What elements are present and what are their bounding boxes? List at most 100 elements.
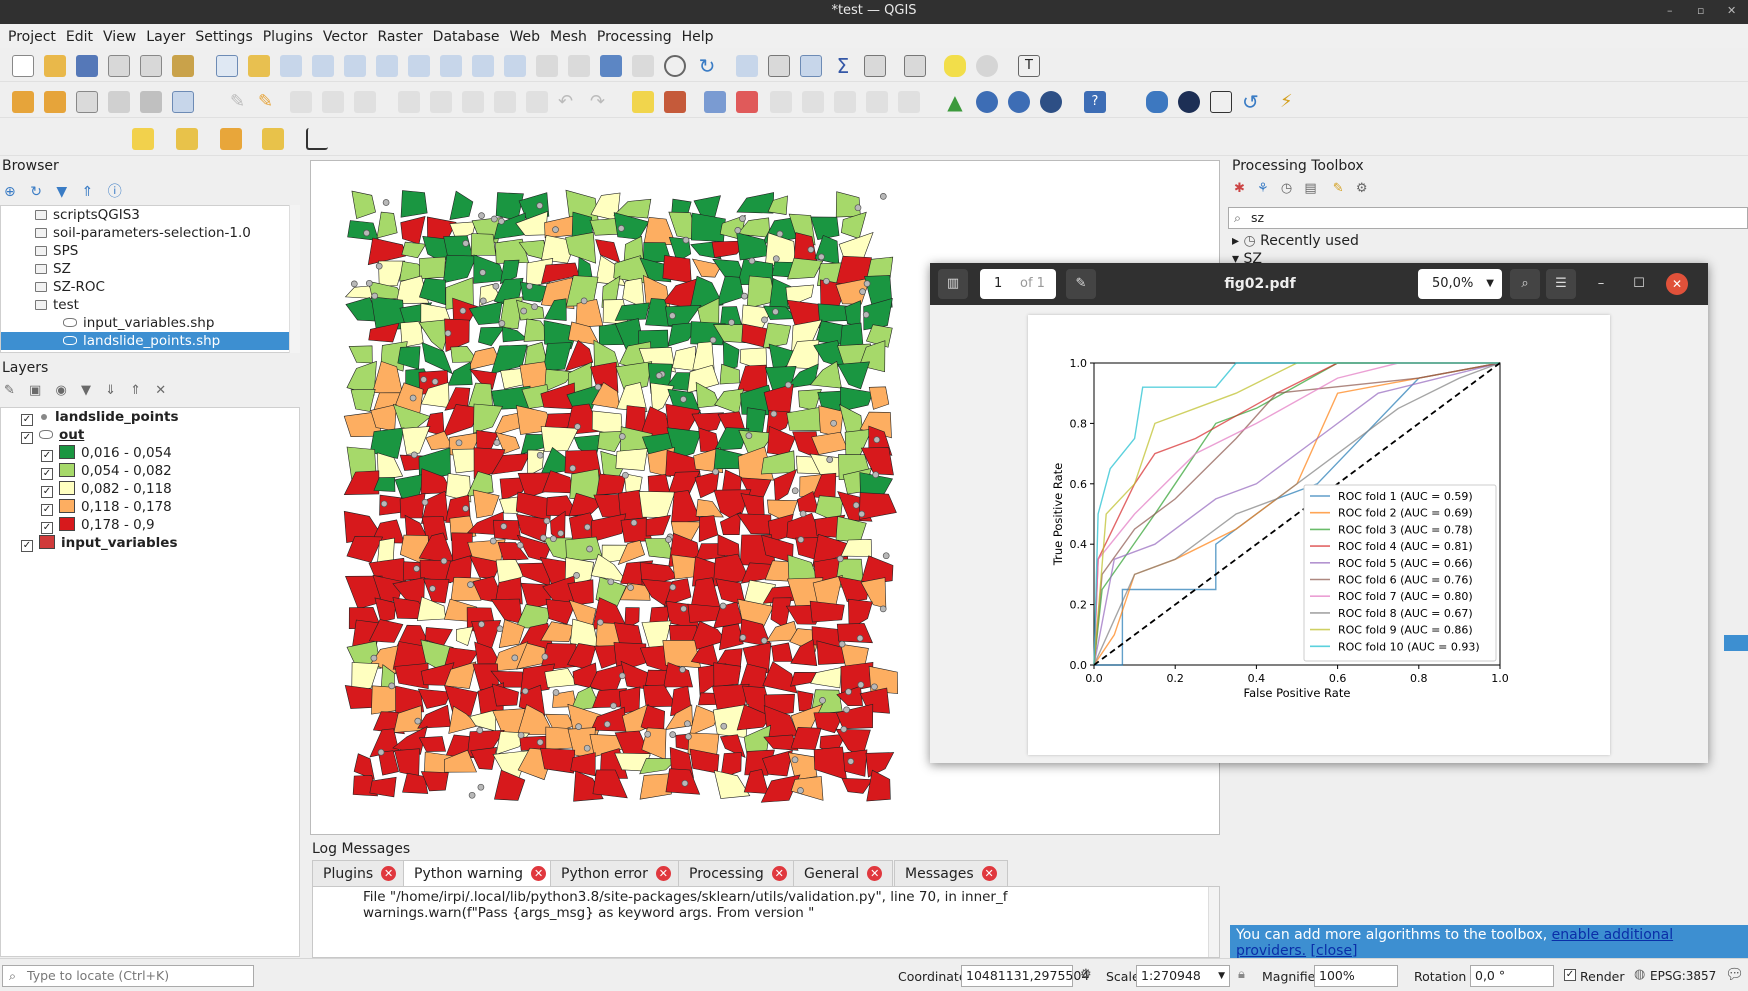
new-temp-layer-icon[interactable] bbox=[108, 91, 130, 113]
python-console-icon[interactable] bbox=[1146, 91, 1168, 113]
menu-view[interactable]: View bbox=[103, 29, 137, 45]
cut-features-icon[interactable] bbox=[462, 91, 484, 113]
collapse-all-layers-icon[interactable]: ⇑ bbox=[130, 383, 142, 398]
susceptibility-map[interactable] bbox=[311, 161, 1219, 834]
legend-class-3[interactable]: ✓ 0,082 - 0,118 bbox=[41, 481, 172, 498]
page-selector[interactable]: 1 of 1 bbox=[980, 269, 1056, 299]
visibility-checkbox[interactable]: ✓ bbox=[41, 522, 53, 534]
statistics-icon[interactable]: Σ bbox=[836, 54, 850, 78]
page-number-input[interactable]: 1 bbox=[994, 276, 1003, 291]
visibility-checkbox[interactable]: ✓ bbox=[21, 540, 33, 552]
menu-vector[interactable]: Vector bbox=[322, 29, 368, 45]
open-field-calculator-icon[interactable] bbox=[864, 55, 886, 77]
new-geopackage-icon[interactable] bbox=[44, 91, 66, 113]
browser-item-test[interactable]: test bbox=[1, 296, 299, 314]
pin-labels-icon[interactable] bbox=[704, 91, 726, 113]
add-feature-icon[interactable] bbox=[322, 91, 344, 113]
expand-all-icon[interactable]: ⇓ bbox=[105, 383, 117, 398]
browser-item-scriptsqgis3[interactable]: scriptsQGIS3 bbox=[1, 206, 299, 224]
select-location-icon[interactable] bbox=[262, 128, 284, 150]
style-manager-icon[interactable] bbox=[172, 55, 194, 77]
add-selected-icon[interactable]: ⊕ bbox=[4, 184, 16, 200]
temporal-controller-icon[interactable] bbox=[664, 55, 686, 77]
highlight-labels-icon[interactable] bbox=[736, 91, 758, 113]
visibility-checkbox[interactable]: ✓ bbox=[41, 486, 53, 498]
data-source-manager-icon[interactable] bbox=[12, 91, 34, 113]
pan-to-selection-icon[interactable] bbox=[248, 55, 270, 77]
browser-item-sz[interactable]: SZ bbox=[1, 260, 299, 278]
menu-icon[interactable]: ☰ bbox=[1546, 269, 1576, 299]
browser-item-input-variables[interactable]: input_variables.shp bbox=[1, 314, 299, 332]
bookmark-icon[interactable] bbox=[600, 55, 622, 77]
processing-toolbox-icon[interactable] bbox=[800, 55, 822, 77]
close-tab-icon[interactable]: ✕ bbox=[867, 866, 883, 881]
zoom-native-icon[interactable] bbox=[440, 55, 462, 77]
maximize-icon[interactable]: ☐ bbox=[1633, 276, 1645, 291]
layer-input-variables[interactable]: ✓ input_variables bbox=[21, 535, 178, 552]
close-notice-link[interactable]: [close] bbox=[1310, 943, 1358, 959]
close-tab-icon[interactable]: ✕ bbox=[981, 866, 997, 881]
crs-globe-icon[interactable]: ◍ bbox=[1634, 967, 1646, 982]
log-scrollbar[interactable] bbox=[1208, 887, 1219, 957]
profile-tool-icon[interactable] bbox=[306, 128, 328, 150]
georeferencer-icon[interactable]: ▲ bbox=[947, 90, 963, 114]
rotate-icon[interactable]: ↺ bbox=[1242, 90, 1259, 114]
add-group-icon[interactable]: ▣ bbox=[29, 383, 42, 398]
help-icon[interactable]: ? bbox=[1084, 91, 1106, 113]
enable-providers-link[interactable]: enable additional providers. bbox=[1236, 927, 1674, 959]
menu-database[interactable]: Database bbox=[432, 29, 500, 45]
locator-input[interactable]: ⌕ Type to locate (Ctrl+K) bbox=[2, 965, 254, 987]
legend-class-5[interactable]: ✓ 0,178 - 0,9 bbox=[41, 517, 155, 534]
menu-settings[interactable]: Settings bbox=[195, 29, 253, 45]
select-features-icon[interactable] bbox=[132, 128, 154, 150]
layout-manager-icon[interactable] bbox=[140, 55, 162, 77]
visibility-checkbox[interactable]: ✓ bbox=[21, 432, 33, 444]
menu-raster[interactable]: Raster bbox=[377, 29, 423, 45]
tab-python-warning[interactable]: Python warning ✕ bbox=[403, 860, 558, 887]
close-tab-icon[interactable]: ✕ bbox=[655, 866, 671, 881]
measure-icon[interactable] bbox=[904, 55, 926, 77]
edit-features-icon[interactable]: ✎ bbox=[1332, 181, 1344, 196]
browser-item-sps[interactable]: SPS bbox=[1, 242, 299, 260]
digitize-icon[interactable] bbox=[1210, 91, 1232, 113]
deselect-icon[interactable] bbox=[220, 128, 242, 150]
annotate-icon[interactable]: ✎ bbox=[1066, 269, 1096, 299]
sidebar-toggle-icon[interactable]: ▥ bbox=[938, 269, 968, 299]
visibility-checkbox[interactable]: ✓ bbox=[41, 504, 53, 516]
modify-attributes-icon[interactable] bbox=[398, 91, 420, 113]
annotation-icon[interactable] bbox=[976, 55, 998, 77]
close-tab-icon[interactable]: ✕ bbox=[531, 866, 547, 881]
layer-group-out[interactable]: ✓ out bbox=[21, 427, 85, 444]
tab-python-error[interactable]: Python error ✕ bbox=[550, 860, 682, 886]
show-hide-labels-icon[interactable] bbox=[866, 91, 888, 113]
menu-processing[interactable]: Processing bbox=[596, 29, 672, 45]
vertex-tool-icon[interactable] bbox=[354, 91, 376, 113]
render-checkbox[interactable]: ✓ bbox=[1564, 969, 1576, 981]
zoom-selection-icon[interactable] bbox=[376, 55, 398, 77]
toolbox-item-recent[interactable]: ▸ ◷ Recently used bbox=[1232, 233, 1359, 249]
menu-project[interactable]: Project bbox=[8, 29, 56, 45]
delete-selected-icon[interactable] bbox=[430, 91, 452, 113]
wms-icon[interactable] bbox=[976, 91, 998, 113]
select-by-value-icon[interactable] bbox=[176, 128, 198, 150]
globe-icon[interactable] bbox=[1178, 91, 1200, 113]
label-tool-icon[interactable] bbox=[632, 91, 654, 113]
menu-layer[interactable]: Layer bbox=[146, 29, 186, 45]
legend-class-2[interactable]: ✓ 0,054 - 0,082 bbox=[41, 463, 172, 480]
zoom-in-icon[interactable] bbox=[280, 55, 302, 77]
close-tab-icon[interactable]: ✕ bbox=[771, 866, 787, 881]
zoom-out-icon[interactable] bbox=[312, 55, 334, 77]
new-project-icon[interactable] bbox=[12, 55, 34, 77]
toggle-extents-icon[interactable]: ⚙ bbox=[1080, 967, 1092, 982]
toggle-editing-icon[interactable]: ✎ bbox=[258, 91, 274, 112]
menu-edit[interactable]: Edit bbox=[65, 29, 94, 45]
menu-plugins[interactable]: Plugins bbox=[262, 29, 313, 45]
search-icon[interactable]: ⌕ bbox=[1510, 269, 1540, 299]
close-icon[interactable]: ✕ bbox=[1727, 4, 1737, 17]
wcs-icon[interactable] bbox=[1040, 91, 1062, 113]
legend-class-1[interactable]: ✓ 0,016 - 0,054 bbox=[41, 445, 172, 462]
results-icon[interactable]: ▤ bbox=[1304, 181, 1317, 196]
rotation-field[interactable]: 0,0 ° bbox=[1470, 965, 1554, 987]
lock-scale-icon[interactable]: 🔒︎ bbox=[1238, 967, 1245, 982]
zoom-last-icon[interactable] bbox=[472, 55, 494, 77]
